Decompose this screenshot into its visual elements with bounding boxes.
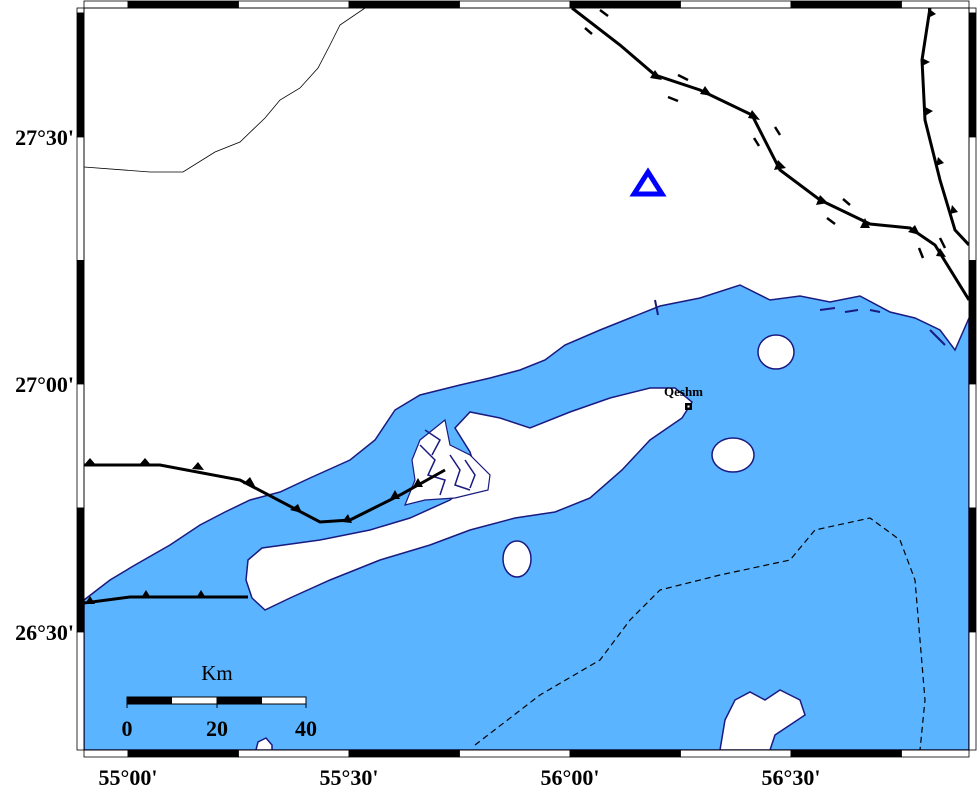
frame-segment xyxy=(790,749,902,758)
lat-label: 26°30' xyxy=(15,620,74,645)
qeshm-town: Qeshm xyxy=(664,384,703,410)
lon-label: 55°30' xyxy=(320,765,379,788)
frame-segment xyxy=(968,507,977,633)
scale-label-0: 0 xyxy=(122,716,133,741)
frame-segment xyxy=(238,749,350,758)
frame-segment xyxy=(569,0,681,9)
frame-segment xyxy=(968,631,977,751)
island xyxy=(711,437,755,473)
frame-segment xyxy=(680,749,792,758)
border-line xyxy=(84,8,366,173)
scale-label-40: 40 xyxy=(295,716,317,741)
sea xyxy=(84,284,969,750)
lat-label: 27°00' xyxy=(15,372,74,397)
lon-label: 55°00' xyxy=(99,765,158,788)
lat-label: 27°30' xyxy=(15,125,74,150)
frame-segment xyxy=(968,383,977,509)
frame-segment xyxy=(901,0,970,9)
island xyxy=(757,334,795,370)
frame-segment xyxy=(459,749,571,758)
frame-segment xyxy=(76,631,85,751)
thrust-teeth xyxy=(84,8,958,604)
frame-segment xyxy=(83,0,129,9)
mangrove-area xyxy=(404,418,491,506)
lon-label: 56°30' xyxy=(762,765,821,788)
frame-segment xyxy=(790,0,902,9)
fault-qeshm xyxy=(84,463,446,524)
frame-segment xyxy=(76,507,85,633)
island xyxy=(502,540,532,578)
scale-label-20: 20 xyxy=(206,716,228,741)
frame-segment xyxy=(968,136,977,261)
mangrove-channels xyxy=(419,429,476,496)
frame-segment xyxy=(348,0,460,9)
scale-unit: Km xyxy=(201,661,233,685)
frame-segment xyxy=(968,7,977,14)
frame-segment xyxy=(968,260,977,385)
station-marker xyxy=(629,167,667,197)
frame-segment xyxy=(76,260,85,385)
fault-south xyxy=(84,595,248,605)
frame-segment xyxy=(459,0,571,9)
strike-slip-arrows xyxy=(584,9,947,259)
frame-segment xyxy=(76,12,85,138)
frame-segment xyxy=(680,0,792,9)
island xyxy=(255,737,273,750)
frame-segment xyxy=(569,749,681,758)
bathymetry-dashed xyxy=(474,517,926,750)
frame-segment xyxy=(76,136,85,261)
scale-bar: Km 0 20 40 xyxy=(122,661,318,741)
place-label: Qeshm xyxy=(664,384,703,399)
frame-segment xyxy=(348,749,460,758)
frame-segment xyxy=(127,0,239,9)
map-frame xyxy=(76,0,977,758)
frame-segment xyxy=(901,749,970,758)
island xyxy=(719,689,806,750)
lon-label: 56°00' xyxy=(541,765,600,788)
station-triangle-icon xyxy=(629,167,667,197)
fault-east xyxy=(920,8,969,247)
frame-segment xyxy=(968,12,977,138)
coastal-islets xyxy=(654,299,946,346)
frame-segment xyxy=(76,7,85,14)
frame-segment xyxy=(83,749,129,758)
frame-segment xyxy=(238,0,350,9)
frame-segment xyxy=(76,383,85,509)
frame-segment xyxy=(127,749,239,758)
